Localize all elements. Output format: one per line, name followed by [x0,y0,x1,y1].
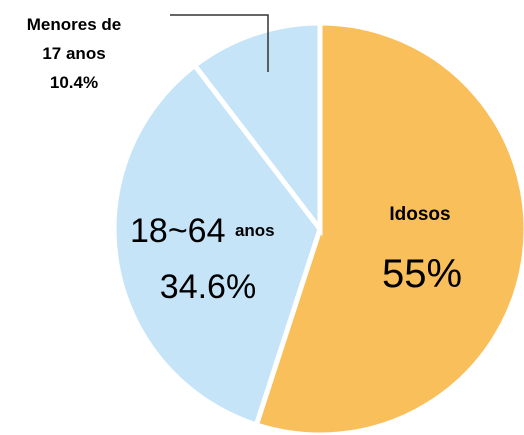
category-label: 18~64 anos [130,212,275,250]
category-label: Idosos [389,204,451,225]
value-label: 34.6% [159,268,257,306]
slice [191,20,323,237]
value-label: 10.4% [49,73,99,92]
slices [111,20,524,435]
slice [111,61,323,429]
slice [253,20,524,435]
leader-line [170,14,269,72]
value-label: 55% [381,252,463,296]
category-label: Menores de 17 anos [26,15,122,63]
